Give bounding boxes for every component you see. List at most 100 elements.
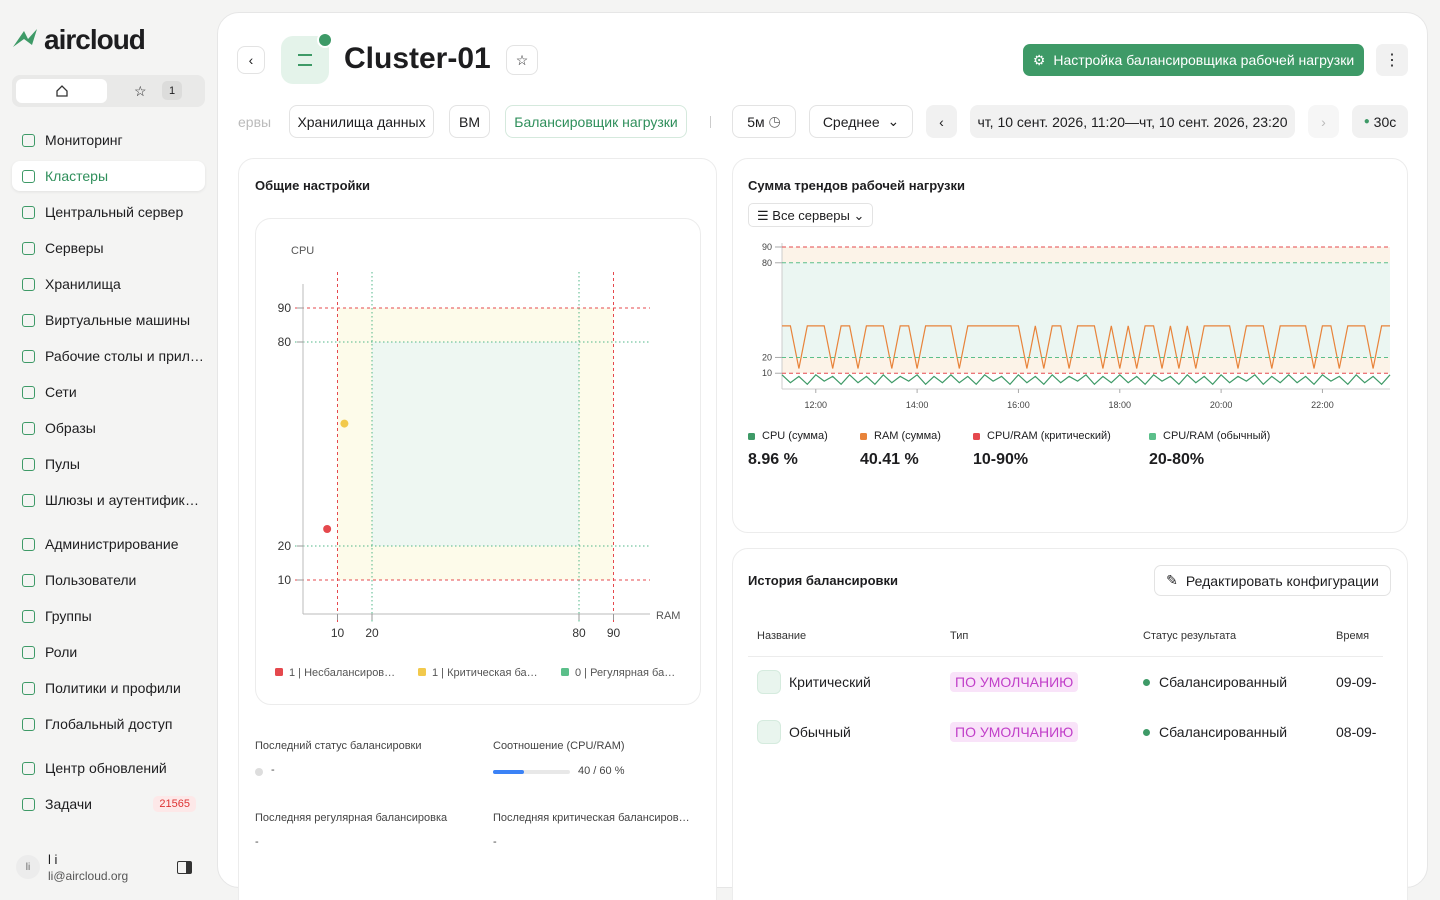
ratio-track xyxy=(493,770,570,774)
tab[interactable]: ВМ xyxy=(449,105,490,138)
tab[interactable]: Хранилища данных xyxy=(289,105,434,138)
legend-value: 10-90% xyxy=(973,451,1029,468)
legend-value: 20-80% xyxy=(1149,451,1205,468)
scatter-chart: 10 20 80 90 10 20 80 90 CPU RAM 1 | Несбалансиров…… xyxy=(275,245,680,679)
tab[interactable]: ервы xyxy=(238,105,280,138)
favorite-button[interactable]: ☆ xyxy=(506,45,538,75)
x-tick-label: 80 xyxy=(572,626,586,640)
nav-label: Виртуальные машины xyxy=(45,312,191,328)
chevron: ⌄ xyxy=(887,113,900,129)
y-tick-label: 20 xyxy=(278,539,292,553)
point xyxy=(340,419,349,428)
nav-label: Политики и профили xyxy=(45,680,181,696)
ratio-bar xyxy=(493,770,524,774)
nav-label: Образы xyxy=(45,420,96,436)
interval-select[interactable]: 5м ◷ xyxy=(732,105,796,138)
row-time: 08-09- xyxy=(1336,724,1377,740)
x-tick-label: 12:00 xyxy=(805,400,828,410)
field-value: - xyxy=(271,764,275,776)
nav-item[interactable]: Кластеры xyxy=(12,161,205,191)
edit-config-button[interactable]: ✎ Редактировать конфигурации xyxy=(1154,565,1391,596)
legend-swatch xyxy=(973,433,980,440)
x-axis-label: RAM xyxy=(656,610,680,622)
column-header: Время xyxy=(1336,630,1370,642)
nav-item[interactable]: Мониторинг xyxy=(12,125,205,155)
x-tick-label: 16:00 xyxy=(1007,400,1030,410)
logo[interactable]: aircloud xyxy=(10,24,146,56)
column-header: Статус результата xyxy=(1143,630,1237,642)
nav-label: Группы xyxy=(45,608,92,624)
zone xyxy=(782,262,1390,358)
panel-title: Сумма трендов рабочей нагрузки xyxy=(748,178,966,193)
aggregate-select[interactable]: Среднее ⌄ xyxy=(809,105,913,138)
more-button[interactable]: ⋮ xyxy=(1376,44,1408,76)
legend-label: 0 | Регулярная ба… xyxy=(575,667,675,679)
nav-label: Мониторинг xyxy=(45,132,123,148)
field-label: Последняя критическая балансиров… xyxy=(493,812,690,824)
nav-item[interactable]: Группы xyxy=(12,601,205,631)
legend-swatch xyxy=(748,433,755,440)
nav-label: Пользователи xyxy=(45,572,137,588)
nav-item[interactable]: Политики и профили xyxy=(12,673,205,703)
date-range[interactable]: чт, 10 сент. 2026, 11:20—чт, 10 сент. 20… xyxy=(970,105,1295,138)
collapse-button[interactable] xyxy=(177,861,192,874)
aggregate: Среднее xyxy=(822,113,880,130)
user-name: l i xyxy=(48,852,58,867)
nav-label: Администрирование xyxy=(45,536,179,552)
nav-item[interactable]: Сети xyxy=(12,377,205,407)
nav-icon xyxy=(22,761,35,775)
field-label: Последняя регулярная балансировка xyxy=(255,812,448,824)
nav-item[interactable]: Рабочие столы и прил… xyxy=(12,341,205,371)
nav-item[interactable]: Задачи 21565 xyxy=(12,789,205,819)
cluster-icon xyxy=(281,32,333,84)
nav-item[interactable]: Шлюзы и аутентифика… xyxy=(12,485,205,515)
tab[interactable]: Балансировщик нагрузки xyxy=(505,105,687,138)
clock-icon: ◷ xyxy=(768,113,781,129)
status-dot xyxy=(1143,679,1150,686)
legend-label: RAM (сумма) xyxy=(874,430,941,442)
nav-label: Роли xyxy=(45,644,78,660)
nav-item[interactable]: Пулы xyxy=(12,449,205,479)
series-line xyxy=(781,373,1391,386)
legend-value: 40.41 % xyxy=(860,451,919,468)
nav-label: Серверы xyxy=(45,240,104,256)
nav-item[interactable]: Центр обновлений xyxy=(12,753,205,783)
nav-item[interactable]: Глобальный доступ xyxy=(12,709,205,739)
nav-icon xyxy=(22,537,35,551)
prev-button[interactable]: ‹ xyxy=(926,105,957,138)
point xyxy=(323,525,332,533)
row-name: Обычный xyxy=(789,724,851,740)
nav-label: Центральный сервер xyxy=(45,204,184,220)
x-tick-label: 90 xyxy=(607,626,621,640)
nav-item[interactable]: Хранилища xyxy=(12,269,205,299)
nav-item[interactable]: Виртуальные машины xyxy=(12,305,205,335)
nav-item[interactable]: Серверы xyxy=(12,233,205,263)
panel-title: Общие настройки xyxy=(255,178,370,193)
server-filter[interactable]: ☰ Все серверы ⌄ xyxy=(748,203,874,227)
legend-value: 8.96 % xyxy=(748,451,798,468)
status: Сбалансированный xyxy=(1159,724,1288,740)
nav-item[interactable]: Образы xyxy=(12,413,205,443)
sidebar-tabs: ☆ 1 xyxy=(12,75,205,107)
nav-icon xyxy=(22,609,35,623)
nav-item[interactable]: Администрирование xyxy=(12,529,205,559)
refresh-select[interactable]: ● 30с xyxy=(1352,105,1408,138)
nav-label: Рабочие столы и прил… xyxy=(45,348,204,364)
nav-icon xyxy=(22,133,35,147)
balancer-settings-button[interactable]: ⚙ Настройка балансировщика рабочей нагруз… xyxy=(1023,44,1364,76)
home-tab[interactable] xyxy=(16,79,107,103)
row-name: Критический xyxy=(789,674,871,690)
nav-item[interactable]: Пользователи xyxy=(12,565,205,595)
filter-label: Все серверы xyxy=(772,208,850,223)
icon-lines xyxy=(298,54,312,66)
nav-item[interactable]: Центральный сервер xyxy=(12,197,205,227)
x-tick-label: 20:00 xyxy=(1210,400,1233,410)
nav-icon xyxy=(22,241,35,255)
next-button[interactable]: › xyxy=(1308,105,1339,138)
y-tick-label: 10 xyxy=(762,368,772,378)
x-tick-label: 14:00 xyxy=(906,400,929,410)
nav-item[interactable]: Роли xyxy=(12,637,205,667)
live-dot: ● xyxy=(1363,116,1370,127)
star-icon[interactable]: ☆ xyxy=(134,83,147,99)
back-button[interactable]: ‹ xyxy=(237,46,265,74)
